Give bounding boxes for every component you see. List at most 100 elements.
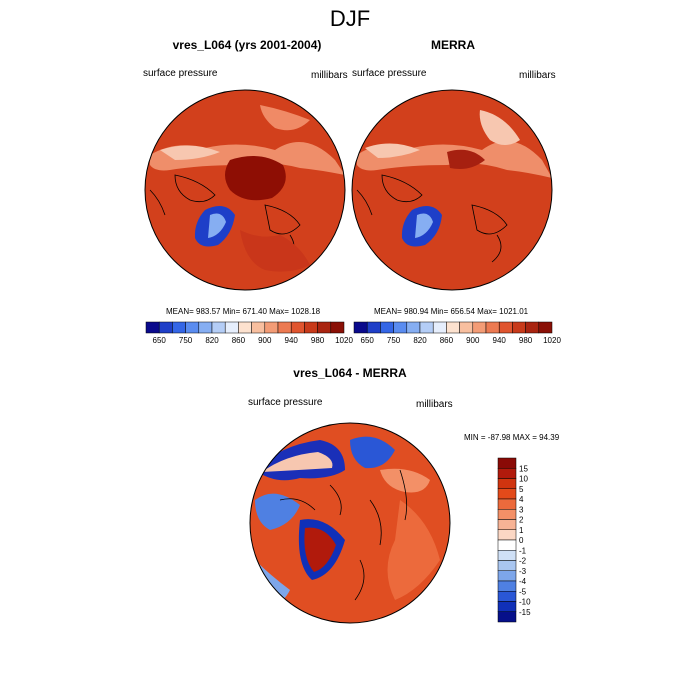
map2-arctic-high <box>447 149 485 169</box>
colorbar-swatch <box>446 321 460 334</box>
colorbar-tick-label: 940 <box>493 336 507 345</box>
panel2-units-label: millibars <box>519 70 556 81</box>
colorbar-swatch <box>366 321 381 334</box>
colorbar-tick-label: 1020 <box>335 336 353 345</box>
panel1-title: vres_L064 (yrs 2001-2004) <box>172 38 322 52</box>
colorbar-tick-label: 900 <box>258 336 272 345</box>
colorbar-tick-label: 4 <box>519 495 524 504</box>
colorbar-swatch <box>330 321 345 334</box>
map2-coastlines <box>356 174 508 263</box>
map3-light-region <box>380 468 430 493</box>
map3-blue-region-4 <box>350 436 395 469</box>
colorbar-swatch <box>497 570 517 582</box>
colorbar-swatch <box>472 321 487 334</box>
panel1-units-label: millibars <box>311 70 348 81</box>
colorbar-tick-label: 980 <box>519 336 533 345</box>
colorbar-tick-label: -2 <box>519 557 527 566</box>
map1-arctic-high <box>225 156 286 201</box>
colorbar-swatch <box>380 321 394 334</box>
colorbar-tick-label: 0 <box>519 536 524 545</box>
colorbar-swatch <box>290 321 305 334</box>
colorbar-tick-label: 750 <box>179 336 193 345</box>
colorbar-swatch <box>406 321 421 334</box>
colorbar-swatch <box>224 321 239 334</box>
map1-coastlines <box>149 174 301 263</box>
panel2-variable-label: surface pressure <box>352 68 427 79</box>
colorbar-swatch <box>498 321 513 334</box>
colorbar-swatch <box>198 321 213 334</box>
map3-blue-region-2 <box>255 493 300 530</box>
map3-coastlines <box>279 469 408 601</box>
colorbar-swatch <box>497 591 517 602</box>
colorbar-tick-label: 750 <box>387 336 401 345</box>
panel1-stats: MEAN= 983.57 Min= 671.40 Max= 1028.18 <box>166 307 321 316</box>
colorbar-tick-label: 5 <box>519 485 524 494</box>
colorbar-swatch <box>497 611 517 623</box>
map1-pale-band <box>160 145 220 160</box>
panel3-units-label: millibars <box>416 399 453 410</box>
colorbar-swatch <box>512 321 526 334</box>
map3-orange-region <box>387 500 440 600</box>
page-title: DJF <box>329 6 371 31</box>
colorbar-tick-label: 3 <box>519 505 524 514</box>
colorbar-tick-label: 650 <box>361 336 375 345</box>
map2-border <box>351 89 553 291</box>
map-panel3 <box>250 423 450 623</box>
colorbar-swatch <box>393 321 408 334</box>
colorbar-swatch <box>525 321 540 334</box>
colorbar-tick-label: 900 <box>466 336 480 345</box>
colorbar-tick-label: 820 <box>413 336 427 345</box>
map1-darker-region <box>240 230 310 272</box>
panel3-stats: MIN = -87.98 MAX = 94.39 <box>464 433 560 442</box>
map2-pale-band <box>365 143 420 158</box>
colorbar-tick-label: 980 <box>311 336 325 345</box>
colorbar-tick-label: 650 <box>153 336 167 345</box>
map2-pale-patch <box>479 110 520 145</box>
colorbar-swatch <box>145 321 160 334</box>
panel3-variable-label: surface pressure <box>248 397 323 408</box>
colorbar-panel2: 650 750 820 860 900 940 980 1020 <box>353 321 561 345</box>
panel2-title: MERRA <box>431 38 475 52</box>
map-panel1 <box>145 90 345 290</box>
colorbar-tick-label: 2 <box>519 516 524 525</box>
colorbar-swatch <box>251 321 266 334</box>
colorbar-swatch <box>497 488 517 500</box>
map1-pale-patch <box>260 105 310 131</box>
map1-border <box>144 89 346 291</box>
colorbar-swatch <box>497 529 517 541</box>
colorbar-tick-label: 15 <box>519 464 528 473</box>
colorbar-swatch <box>317 321 332 334</box>
map3-pale-region-1 <box>262 452 333 472</box>
map1-greenland-inner <box>208 213 226 238</box>
colorbar-swatch <box>485 321 500 334</box>
colorbar-swatch <box>497 519 517 530</box>
colorbar-swatch <box>211 321 226 334</box>
map-panel2 <box>352 90 552 290</box>
colorbar-swatch <box>172 321 186 334</box>
colorbar-tick-label: -10 <box>519 598 531 607</box>
colorbar-swatch <box>432 321 447 334</box>
colorbar-tick-label: 820 <box>205 336 219 345</box>
map3-border <box>249 422 451 624</box>
colorbar-swatch <box>185 321 200 334</box>
colorbar-tick-label: -15 <box>519 608 531 617</box>
colorbar-swatch <box>497 601 517 612</box>
colorbar-swatch <box>497 468 517 479</box>
colorbar-tick-label: 10 <box>519 475 528 484</box>
colorbar-swatch <box>497 560 517 571</box>
map2-background <box>352 90 552 290</box>
colorbar-tick-label: -1 <box>519 546 527 555</box>
colorbar-swatch <box>277 321 292 334</box>
colorbar-swatch <box>459 321 474 334</box>
colorbar-swatch <box>419 321 434 334</box>
colorbar-tick-label: 1 <box>519 526 524 535</box>
colorbar-swatch <box>238 321 252 334</box>
colorbar-swatch <box>497 478 517 489</box>
colorbar-swatch <box>497 509 517 520</box>
colorbar-swatch <box>264 321 279 334</box>
colorbar-swatch <box>304 321 318 334</box>
map2-greenland-inner <box>415 213 433 238</box>
colorbar-tick-label: -4 <box>519 577 527 586</box>
